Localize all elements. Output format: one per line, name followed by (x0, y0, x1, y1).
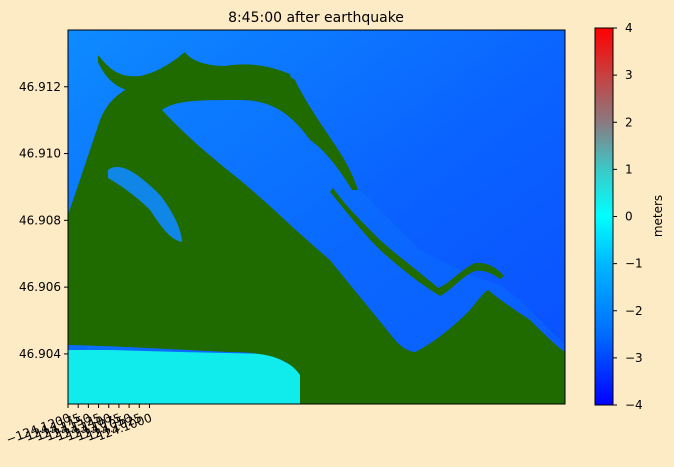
colorbar-tick-label: −4 (625, 398, 643, 412)
colorbar-tick-label: −1 (625, 257, 643, 271)
y-tick-label: 46.910 (19, 147, 61, 161)
colorbar-tick-label: 3 (625, 68, 633, 82)
y-tick-label: 46.912 (19, 80, 61, 94)
colorbar (594, 27, 614, 406)
inner-lagoon (108, 166, 182, 242)
colorbar-tick-label: −2 (625, 304, 643, 318)
colorbar-axis: 4 3 2 1 0 −1 −2 −3 −4 (613, 21, 643, 412)
land-region (68, 70, 565, 404)
colorbar-tick-label: 1 (625, 162, 633, 176)
y-tick-label: 46.906 (19, 280, 61, 294)
chart-title: 8:45:00 after earthquake (228, 10, 404, 26)
colorbar-label: meters (651, 195, 665, 237)
colorbar-tick-label: 4 (625, 21, 633, 35)
colorbar-tick-label: −3 (625, 351, 643, 365)
colorbar-tick-label: 0 (625, 210, 633, 224)
north-arm (98, 52, 292, 92)
plot-frame (67, 29, 566, 405)
spit-sandbar (330, 188, 504, 296)
y-tick-label: 46.904 (19, 347, 61, 361)
x-axis: −124.1200−124.1175−124.1150−124.1125−124… (4, 404, 154, 447)
colorbar-tick-label: 2 (625, 115, 633, 129)
heatmap-image (68, 30, 565, 404)
y-axis: 46.904 46.906 46.908 46.910 46.912 (19, 80, 68, 361)
shore-cyan-region (68, 350, 300, 404)
y-tick-label: 46.908 (19, 213, 61, 227)
